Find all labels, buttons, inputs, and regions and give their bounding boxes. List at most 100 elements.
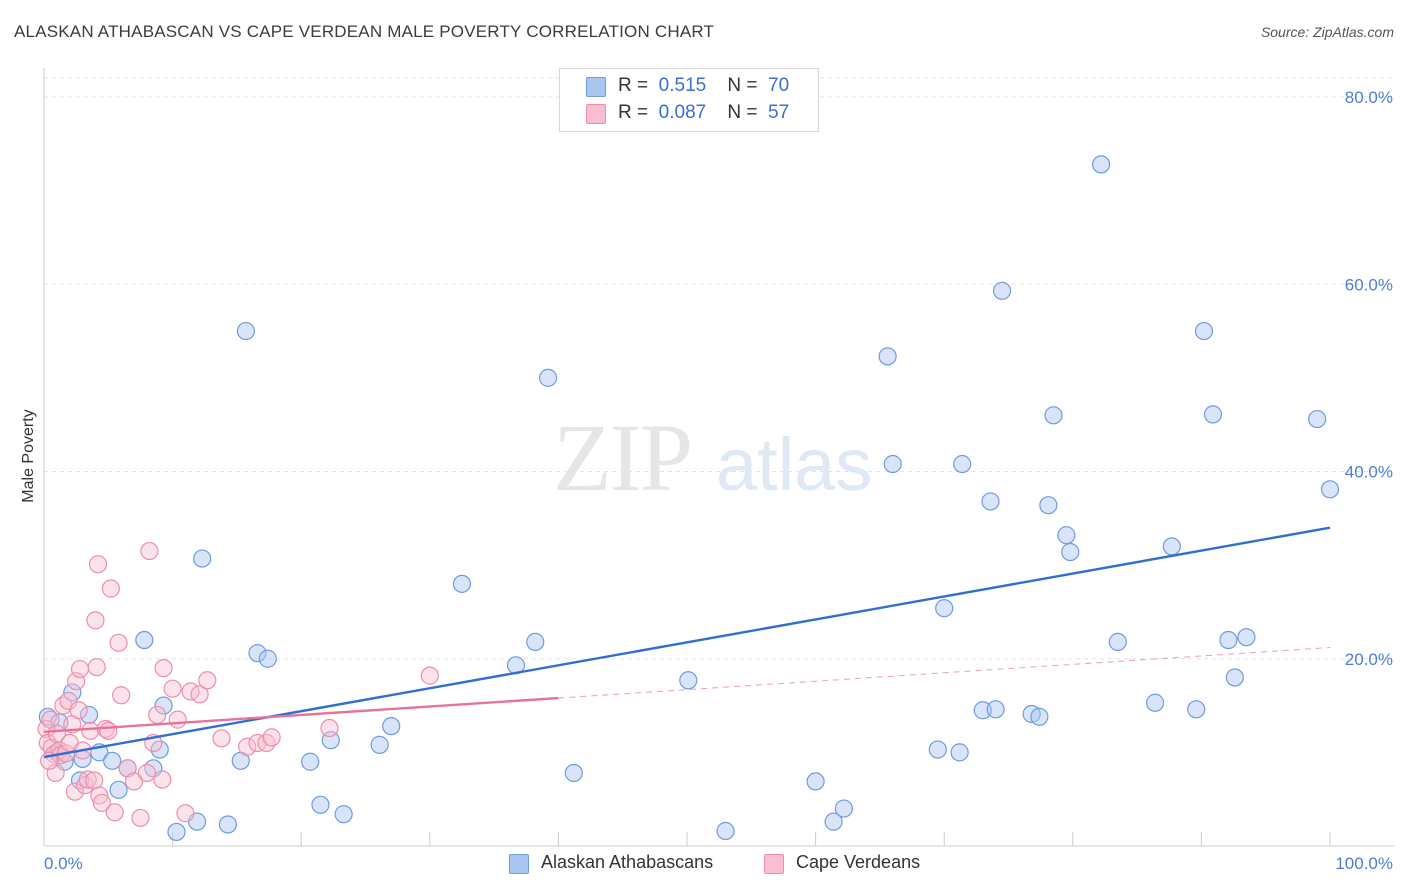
- point-cape-verdean-52: [320, 718, 339, 738]
- point-athabascan-7: [79, 705, 99, 725]
- point-athabascan-63: [1219, 630, 1238, 650]
- point-athabascan-62: [1203, 405, 1223, 424]
- point-cape-verdean-38: [148, 705, 167, 725]
- y-axis-label: Male Poverty: [20, 409, 37, 502]
- point-cape-verdean-36: [140, 541, 159, 561]
- point-athabascan-61: [1194, 321, 1214, 341]
- point-cape-verdean-48: [238, 737, 257, 756]
- point-cape-verdean-16: [69, 701, 88, 720]
- point-cape-verdean-43: [176, 804, 195, 823]
- chart-title: ALASKAN ATHABASCAN VS CAPE VERDEAN MALE …: [14, 22, 715, 41]
- trend-line-cape-verdean-extension: [558, 647, 1331, 699]
- point-cape-verdean-14: [65, 782, 84, 801]
- point-athabascan-57: [1108, 632, 1127, 651]
- point-cape-verdean-35: [137, 763, 156, 783]
- point-athabascan-9: [103, 751, 122, 770]
- point-cape-verdean-42: [168, 710, 187, 729]
- point-athabascan-33: [539, 368, 558, 387]
- r-label: R =: [618, 102, 649, 123]
- point-athabascan-21: [236, 321, 256, 341]
- point-athabascan-29: [382, 717, 401, 736]
- point-athabascan-51: [1030, 707, 1049, 726]
- point-cape-verdean-25: [92, 793, 111, 813]
- trend-line-cape-verdean: [43, 696, 559, 733]
- cape-verdean-legend-swatch: [764, 854, 784, 874]
- point-athabascan-16: [167, 822, 186, 842]
- point-athabascan-67: [1320, 480, 1340, 499]
- data-points: [37, 155, 1340, 842]
- point-athabascan-42: [928, 740, 947, 759]
- point-cape-verdean-24: [90, 786, 109, 805]
- n-value: 70: [768, 75, 790, 96]
- point-athabascan-38: [824, 812, 843, 831]
- point-cape-verdean-31: [112, 686, 131, 705]
- point-cape-verdean-28: [101, 579, 120, 598]
- point-cape-verdean-34: [131, 808, 150, 828]
- point-athabascan-65: [1237, 628, 1256, 647]
- point-athabascan-34: [564, 763, 583, 783]
- point-athabascan-35: [679, 671, 698, 690]
- point-athabascan-39: [834, 799, 853, 818]
- point-cape-verdean-51: [262, 728, 281, 747]
- r-value: 0.515: [658, 75, 707, 96]
- point-athabascan-10: [109, 780, 128, 799]
- point-athabascan-60: [1187, 700, 1206, 719]
- point-athabascan-37: [806, 772, 825, 791]
- point-athabascan-58: [1146, 693, 1165, 712]
- point-athabascan-18: [193, 549, 212, 568]
- cape-verdean-legend-label: Cape Verdeans: [796, 852, 921, 872]
- point-cape-verdean-39: [153, 770, 172, 789]
- point-athabascan-56: [1091, 155, 1111, 174]
- point-athabascan-15: [154, 696, 173, 715]
- point-cape-verdean-17: [70, 659, 90, 679]
- point-cape-verdean-21: [81, 721, 100, 740]
- y-tick-label-60: 60.0%: [1345, 275, 1393, 294]
- point-cape-verdean-0: [37, 719, 56, 739]
- n-label: N =: [727, 75, 758, 96]
- point-athabascan-28: [370, 735, 389, 754]
- point-athabascan-22: [248, 644, 267, 663]
- athabascan-legend-label: Alaskan Athabascans: [541, 852, 714, 872]
- point-athabascan-25: [311, 795, 330, 814]
- point-athabascan-43: [935, 599, 954, 618]
- athabascan-swatch: [586, 77, 606, 97]
- point-athabascan-24: [301, 752, 320, 771]
- watermark: ZIP atlas: [553, 404, 872, 511]
- point-athabascan-53: [1044, 406, 1063, 425]
- point-athabascan-19: [218, 815, 237, 834]
- point-cape-verdean-53: [420, 666, 439, 685]
- point-athabascan-40: [878, 347, 897, 366]
- point-athabascan-49: [992, 281, 1012, 300]
- point-athabascan-46: [973, 701, 992, 720]
- point-athabascan-12: [135, 630, 154, 650]
- y-tick-label-80: 80.0%: [1345, 88, 1393, 107]
- point-cape-verdean-46: [198, 671, 217, 690]
- point-athabascan-27: [334, 805, 353, 824]
- point-cape-verdean-33: [124, 772, 144, 791]
- y-tick-label-40: 40.0%: [1345, 463, 1393, 482]
- point-athabascan-30: [452, 574, 472, 593]
- point-cape-verdean-45: [190, 685, 209, 704]
- point-athabascan-4: [63, 683, 82, 702]
- point-cape-verdean-23: [87, 658, 106, 677]
- athabascan-legend-swatch: [509, 854, 529, 874]
- y-tick-label-20: 20.0%: [1345, 650, 1393, 669]
- point-cape-verdean-47: [212, 729, 231, 748]
- point-cape-verdean-56: [88, 555, 108, 574]
- y-tick-labels: 20.0% 40.0% 60.0% 80.0%: [1345, 88, 1393, 669]
- point-athabascan-47: [981, 492, 1000, 511]
- point-athabascan-52: [1039, 496, 1058, 515]
- point-athabascan-59: [1162, 537, 1181, 556]
- x-tick-marks: [172, 832, 1331, 846]
- gridlines: [44, 77, 1394, 660]
- point-cape-verdean-41: [163, 679, 182, 698]
- point-athabascan-45: [953, 454, 972, 474]
- watermark-zip: ZIP: [553, 404, 691, 511]
- x-tick-label-max: 100.0%: [1335, 854, 1393, 873]
- source-credit: Source: ZipAtlas.com: [1260, 24, 1394, 40]
- point-athabascan-41: [883, 454, 902, 474]
- point-athabascan-64: [1225, 668, 1244, 687]
- watermark-atlas: atlas: [716, 423, 872, 506]
- correlation-legend: R = 0.515 N = 70 R = 0.087 N = 57: [559, 68, 819, 132]
- x-tick-labels: 0.0% 100.0%: [44, 854, 1393, 873]
